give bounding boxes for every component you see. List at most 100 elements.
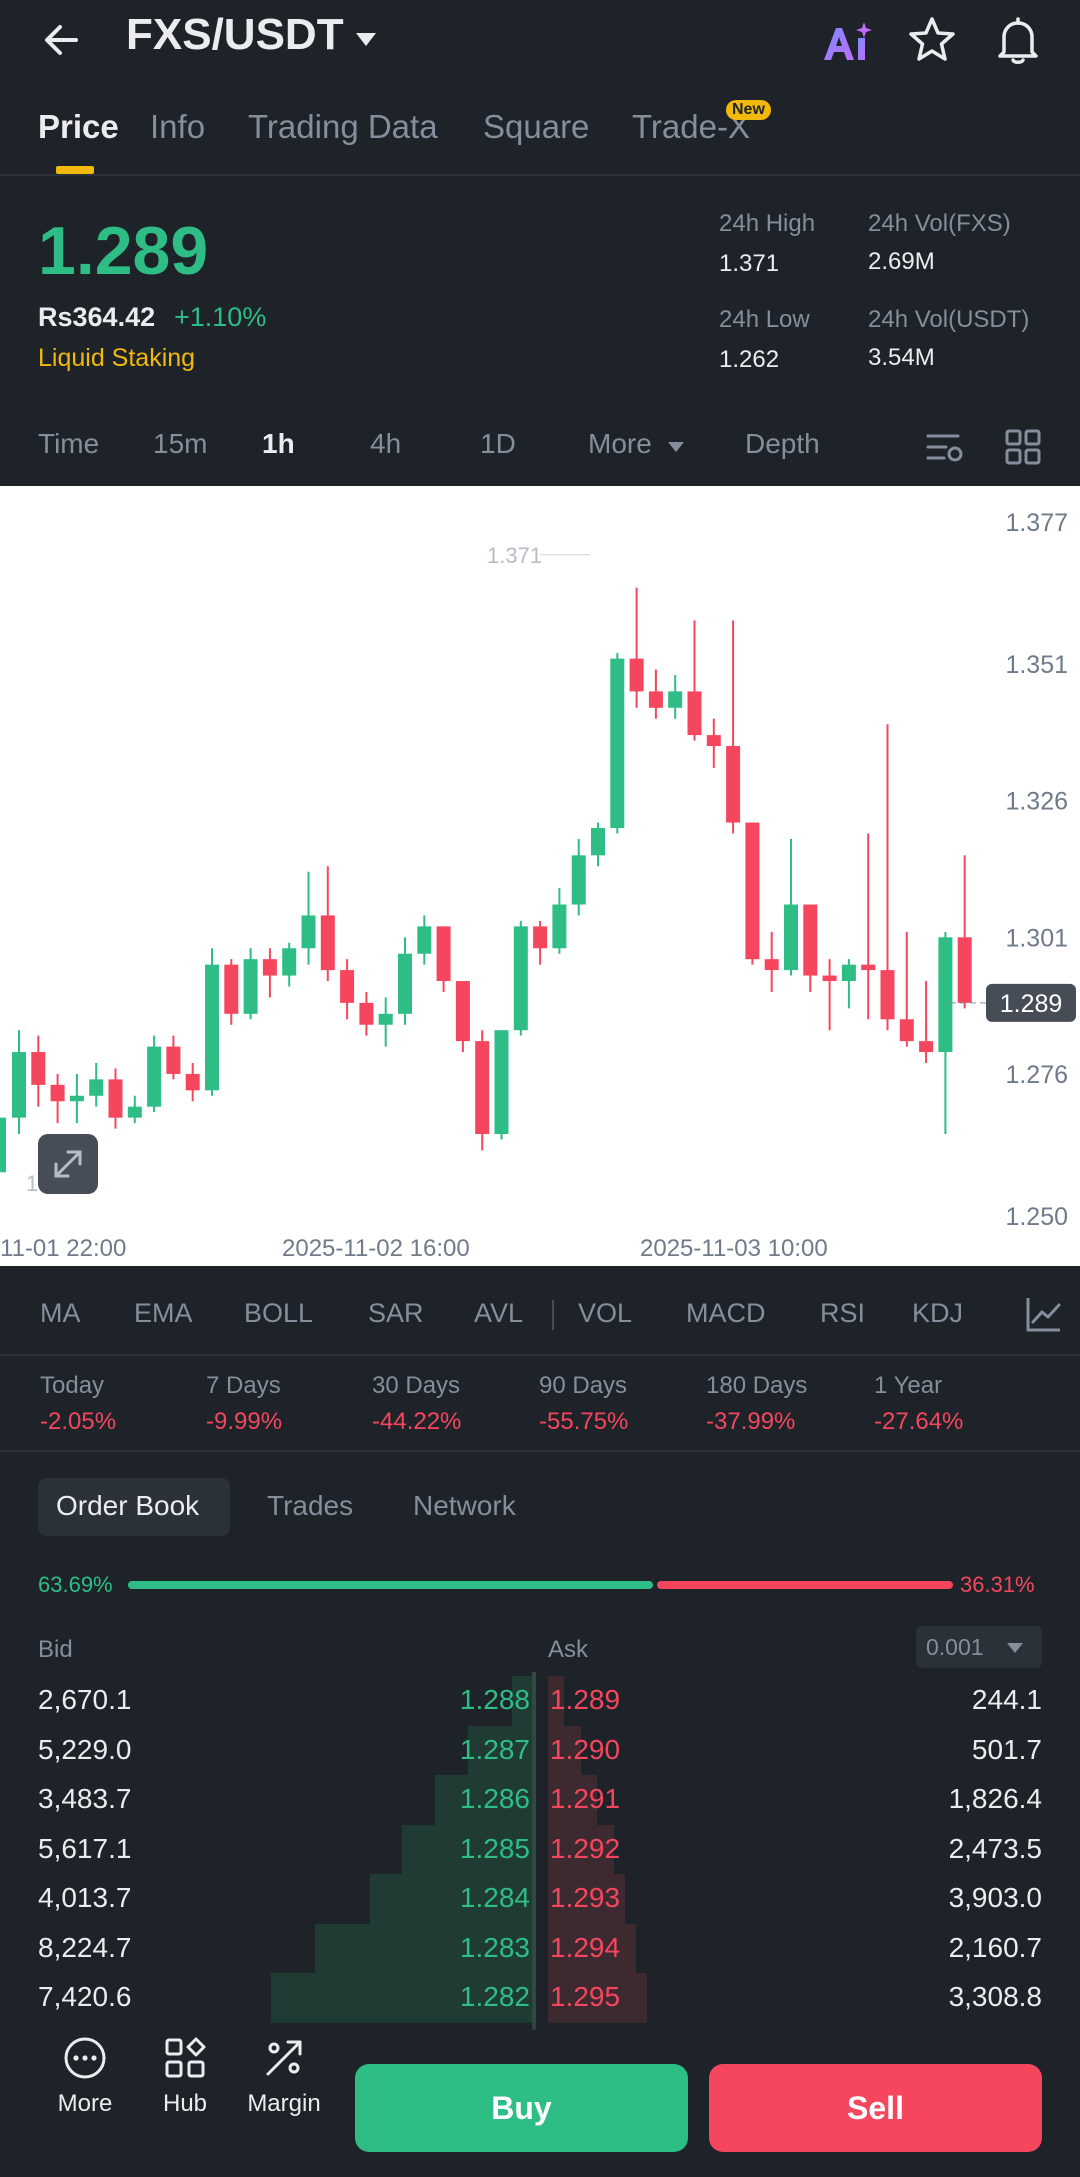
orderbook-row[interactable]: 4,013.7 1.284 1.293 3,903.0 xyxy=(0,1874,1080,1924)
chart-settings-icon[interactable] xyxy=(924,428,966,466)
indicator-kdj[interactable]: KDJ xyxy=(912,1298,964,1328)
bid-price: 1.284 xyxy=(459,1882,530,1913)
bid-price: 1.287 xyxy=(459,1733,530,1765)
layout-grid-icon[interactable] xyxy=(1004,428,1042,466)
tab-trades[interactable]: Trades xyxy=(267,1490,354,1521)
more-caret-icon[interactable] xyxy=(666,440,686,454)
bid-depth-bar xyxy=(315,1923,534,1974)
last-price: 1.289 xyxy=(38,213,209,289)
orderbook-row[interactable]: 2,670.1 1.288 1.289 244.1 xyxy=(0,1676,1080,1726)
back-arrow-icon[interactable] xyxy=(36,14,88,66)
candle-down xyxy=(822,975,837,982)
interval-1d[interactable]: 1D xyxy=(480,428,516,459)
nav-hub[interactable]: Hub xyxy=(140,2036,230,2118)
candle-down xyxy=(957,937,972,1003)
interval-depth[interactable]: Depth xyxy=(745,428,820,459)
candlestick-chart[interactable]: 1.289 1.377 1.351 1.326 1.301 1.276 1.250 11-… xyxy=(0,486,1080,1266)
precision-select[interactable]: 0.001 xyxy=(916,1626,1042,1668)
indicator-rsi[interactable]: RSI xyxy=(820,1298,866,1328)
tab-price[interactable]: Price xyxy=(38,108,119,145)
ask-price: 1.290 xyxy=(550,1733,621,1765)
price-change-percent: +1.10% xyxy=(174,302,267,332)
orderbook-row[interactable]: 5,229.0 1.287 1.290 501.7 xyxy=(0,1725,1080,1776)
y-tick-label: 1.250 xyxy=(1005,1203,1068,1231)
x-tick-label: 2025-11-03 10:00 xyxy=(640,1235,828,1262)
candle-up xyxy=(610,658,625,829)
star-icon[interactable] xyxy=(906,14,958,66)
y-tick-label: 1.326 xyxy=(1005,788,1068,816)
indicator-divider xyxy=(552,1300,554,1330)
candle-down xyxy=(50,1084,65,1102)
ask-price: 1.294 xyxy=(550,1931,621,1963)
ai-icon[interactable] xyxy=(820,18,876,66)
high-marker-label: 1.371 xyxy=(487,543,542,568)
perf-today-value: -2.05% xyxy=(40,1408,117,1435)
interval-more[interactable]: More xyxy=(588,428,652,459)
perf-180d-value: -37.99% xyxy=(706,1408,796,1435)
bid-price: 1.288 xyxy=(459,1684,530,1715)
chart-expand-button[interactable] xyxy=(38,1134,98,1194)
orderbook-row[interactable]: 5,617.1 1.285 1.292 2,473.5 xyxy=(0,1824,1080,1875)
high-24h-label: 24h High xyxy=(719,210,816,237)
candle-up xyxy=(417,926,432,954)
bid-price: 1.283 xyxy=(459,1931,530,1963)
tab-info[interactable]: Info xyxy=(150,108,206,145)
caret-down-icon[interactable] xyxy=(352,28,380,50)
nav-more[interactable]: More xyxy=(40,2036,130,2118)
bell-icon[interactable] xyxy=(990,12,1046,68)
ask-ratio-bar xyxy=(657,1581,953,1589)
bid-qty: 7,420.6 xyxy=(38,1981,132,2012)
bid-qty: 3,483.7 xyxy=(38,1783,132,1814)
buy-button[interactable]: Buy xyxy=(355,2064,688,2152)
ask-price: 1.291 xyxy=(550,1783,621,1814)
perf-1y-value: -27.64% xyxy=(874,1408,964,1435)
interval-time[interactable]: Time xyxy=(38,428,100,459)
vol-base-label: 24h Vol(FXS) xyxy=(868,210,1011,237)
tab-square[interactable]: Square xyxy=(483,108,590,145)
orderbook-row[interactable]: 7,420.6 1.282 1.295 3,308.8 xyxy=(0,1973,1080,2023)
perf-30d-label: 30 Days xyxy=(372,1372,461,1399)
main-tabs: Price Info Trading Data Square Trade-X xyxy=(0,100,1080,176)
price-chart[interactable]: 1.289 1.377 1.351 1.326 1.301 1.276 1.250 11-… xyxy=(0,486,1080,1266)
indicator-vol[interactable]: VOL xyxy=(578,1298,633,1328)
interval-15m[interactable]: 15m xyxy=(153,428,208,459)
nav-more-label: More xyxy=(57,2090,113,2117)
orderbook-row[interactable]: 3,483.7 1.286 1.291 1,826.4 xyxy=(0,1775,1080,1825)
divider xyxy=(0,1354,1080,1356)
indicator-sar[interactable]: SAR xyxy=(368,1298,424,1328)
tab-order-book[interactable]: Order Book xyxy=(56,1490,200,1521)
indicator-ema[interactable]: EMA xyxy=(134,1298,193,1328)
expand-icon xyxy=(54,1150,82,1178)
indicator-settings-icon[interactable] xyxy=(1024,1294,1064,1334)
indicator-avl[interactable]: AVL xyxy=(474,1298,524,1328)
indicator-macd[interactable]: MACD xyxy=(686,1298,766,1328)
pair-title[interactable]: FXS/USDT xyxy=(126,10,344,59)
ask-depth-bar xyxy=(548,1725,581,1776)
bid-depth-bar xyxy=(512,1676,534,1726)
perf-90d-value: -55.75% xyxy=(539,1408,629,1435)
sell-button[interactable]: Sell xyxy=(709,2064,1042,2152)
y-tick-label: 1.276 xyxy=(1005,1061,1068,1089)
x-axis-labels: 11-01 22:00 2025-11-02 16:00 2025-11-03 10… xyxy=(0,1235,828,1262)
bid-qty: 2,670.1 xyxy=(38,1684,132,1715)
candle-down xyxy=(340,970,355,1003)
ask-qty: 1,826.4 xyxy=(948,1783,1042,1814)
tab-trading-data[interactable]: Trading Data xyxy=(248,108,438,145)
vol-quote-label: 24h Vol(USDT) xyxy=(868,306,1030,333)
ask-price: 1.292 xyxy=(550,1832,621,1864)
interval-1h[interactable]: 1h xyxy=(262,428,295,459)
active-tab-indicator xyxy=(56,166,94,174)
ask-price: 1.289 xyxy=(550,1684,621,1715)
interval-4h[interactable]: 4h xyxy=(370,428,402,459)
bid-qty: 5,617.1 xyxy=(38,1832,132,1864)
orderbook-row[interactable]: 8,224.7 1.283 1.294 2,160.7 xyxy=(0,1923,1080,1974)
tab-network[interactable]: Network xyxy=(413,1490,516,1521)
indicator-boll[interactable]: BOLL xyxy=(244,1298,314,1328)
sector-tag[interactable]: Liquid Staking xyxy=(38,344,196,372)
candle-up xyxy=(69,1095,84,1102)
indicator-ma[interactable]: MA xyxy=(40,1298,81,1328)
high-24h-value: 1.371 xyxy=(719,250,780,277)
candle-down xyxy=(533,926,548,949)
bid-depth-bar xyxy=(402,1824,534,1875)
nav-margin[interactable]: Margin xyxy=(239,2036,329,2118)
